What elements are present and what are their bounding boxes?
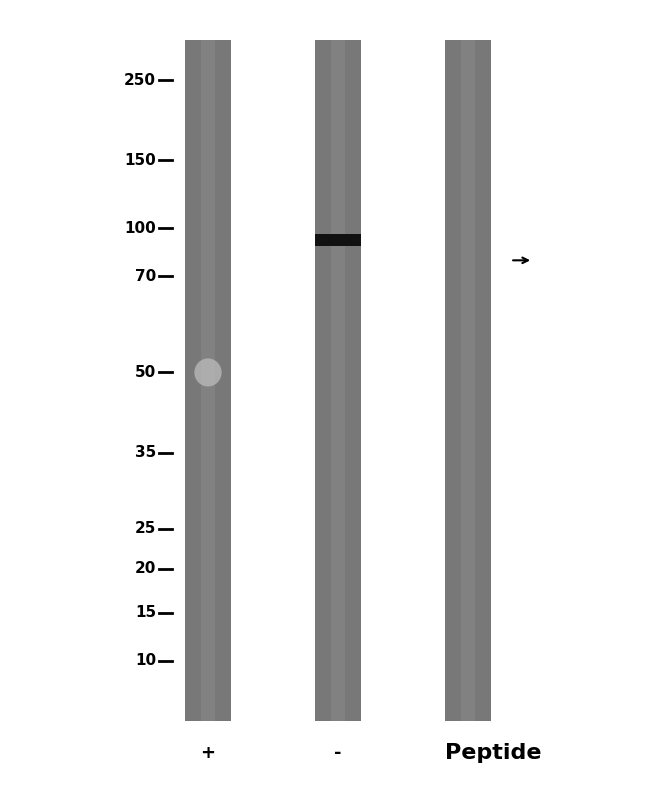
FancyBboxPatch shape: [185, 40, 231, 721]
Text: 15: 15: [135, 606, 156, 620]
Text: Peptide: Peptide: [445, 743, 541, 763]
FancyBboxPatch shape: [315, 234, 361, 247]
Text: +: +: [200, 744, 216, 762]
Text: 10: 10: [135, 654, 156, 668]
Text: 25: 25: [135, 521, 156, 536]
FancyBboxPatch shape: [393, 40, 413, 721]
FancyBboxPatch shape: [445, 40, 491, 721]
Text: 250: 250: [124, 73, 156, 87]
FancyBboxPatch shape: [462, 40, 474, 721]
Text: 50: 50: [135, 365, 156, 380]
FancyBboxPatch shape: [332, 40, 345, 721]
Text: 35: 35: [135, 445, 156, 460]
Text: -: -: [334, 744, 342, 762]
Text: 150: 150: [124, 153, 156, 167]
Text: 20: 20: [135, 562, 156, 576]
Text: 70: 70: [135, 269, 156, 284]
FancyBboxPatch shape: [202, 40, 214, 721]
FancyBboxPatch shape: [315, 40, 361, 721]
Text: 100: 100: [124, 221, 156, 235]
Ellipse shape: [194, 359, 222, 387]
